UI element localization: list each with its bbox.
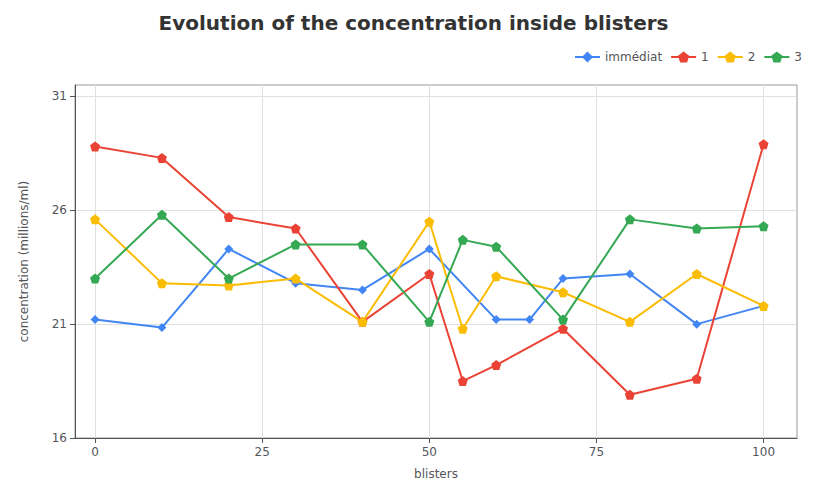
- svg-text:Evolution of the concentration: Evolution of the concentration inside bl…: [159, 11, 669, 35]
- svg-text:26: 26: [52, 203, 67, 217]
- svg-text:immédiat: immédiat: [605, 50, 662, 64]
- svg-text:concentration (millions/ml): concentration (millions/ml): [17, 181, 31, 343]
- svg-text:50: 50: [422, 445, 437, 459]
- svg-text:0: 0: [91, 445, 99, 459]
- svg-text:100: 100: [752, 445, 775, 459]
- svg-text:25: 25: [255, 445, 270, 459]
- svg-text:16: 16: [52, 431, 67, 445]
- svg-text:blisters: blisters: [414, 467, 458, 481]
- svg-text:21: 21: [52, 317, 67, 331]
- svg-text:2: 2: [748, 50, 756, 64]
- svg-text:75: 75: [589, 445, 604, 459]
- svg-text:1: 1: [701, 50, 709, 64]
- svg-text:3: 3: [794, 50, 802, 64]
- svg-text:31: 31: [52, 89, 67, 103]
